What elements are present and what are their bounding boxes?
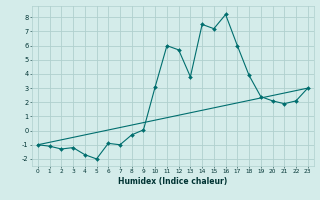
X-axis label: Humidex (Indice chaleur): Humidex (Indice chaleur) [118,177,228,186]
